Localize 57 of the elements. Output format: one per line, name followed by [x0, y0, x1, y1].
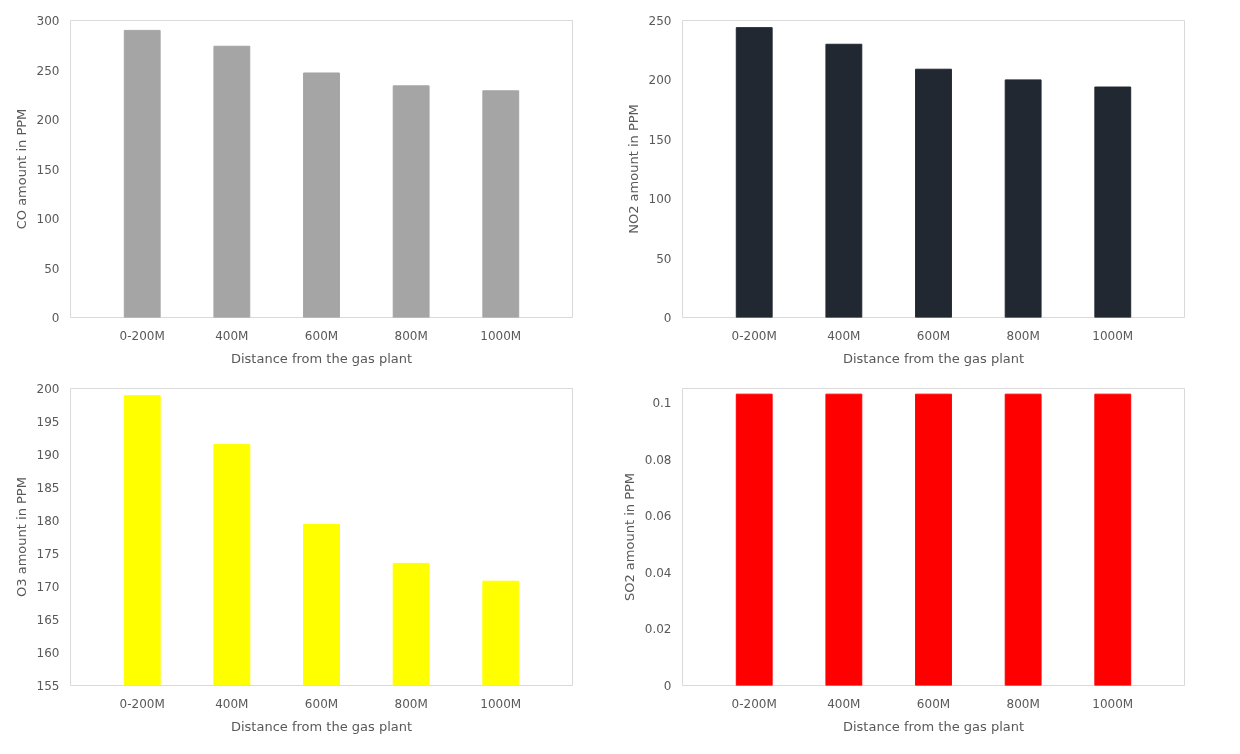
x-tick-label: 1000M	[1092, 328, 1134, 343]
x-axis-title: Distance from the gas plant	[842, 350, 1025, 366]
y-tick-label: 0.08	[644, 452, 672, 467]
x-tick-label: 400M	[215, 696, 249, 711]
y-tick-label: 195	[36, 415, 60, 429]
x-tick-label: 1000M	[480, 328, 522, 343]
x-tick-label: 800M	[1006, 328, 1040, 343]
y-tick-label: 180	[36, 514, 60, 528]
y-tick-label: 0.02	[644, 622, 672, 637]
x-tick-label: 1000M	[1092, 696, 1134, 711]
x-tick-label: 800M	[394, 696, 428, 711]
y-tick-label: 0.04	[644, 565, 672, 580]
x-tick-label: 400M	[215, 328, 249, 343]
y-tick-label: 165	[36, 613, 60, 627]
y-axis-title: CO amount in PPM	[13, 108, 29, 230]
y-tick-label: 150	[36, 162, 60, 177]
y-tick-label: 150	[648, 132, 672, 147]
x-tick-label: 0-200M	[731, 328, 777, 343]
x-axis-title: Distance from the gas plant	[230, 350, 413, 366]
x-axis-title: Distance from the gas plant	[842, 718, 1025, 734]
y-tick-label: 0.1	[652, 396, 672, 411]
y-tick-label: 100	[648, 192, 672, 207]
x-tick-label: 0-200M	[119, 328, 165, 343]
x-tick-label: 800M	[1006, 696, 1040, 711]
x-tick-label: 600M	[916, 696, 951, 711]
y-tick-label: 200	[36, 382, 60, 396]
y-tick-label: 50	[44, 261, 60, 276]
y-tick-label: 185	[36, 481, 60, 495]
y-tick-label: 160	[36, 646, 60, 660]
x-tick-label: 600M	[916, 328, 951, 343]
y-tick-label: 0	[51, 311, 60, 325]
x-axis-title: Distance from the gas plant	[230, 718, 413, 734]
y-tick-label: 200	[648, 73, 672, 88]
y-tick-label: 100	[36, 212, 60, 226]
y-tick-label: 0	[663, 311, 672, 325]
y-tick-label: 0.06	[644, 509, 672, 524]
y-tick-label: 155	[36, 679, 60, 693]
y-tick-label: 0	[663, 679, 672, 693]
x-tick-label: 400M	[827, 696, 861, 711]
y-axis-title: NO2 amount in PPM	[625, 104, 641, 234]
y-tick-label: 300	[36, 14, 60, 28]
x-tick-label: 1000M	[480, 696, 522, 711]
y-tick-label: 250	[648, 14, 672, 28]
x-tick-label: 800M	[394, 328, 428, 343]
x-tick-label: 0-200M	[731, 696, 777, 711]
y-axis-title: SO2 amount in PPM	[621, 472, 637, 602]
y-tick-label: 175	[36, 547, 60, 561]
y-tick-label: 250	[36, 63, 60, 78]
x-tick-label: 400M	[827, 328, 861, 343]
y-tick-label: 200	[36, 113, 60, 127]
y-axis-title: O3 amount in PPM	[13, 477, 29, 597]
x-tick-label: 0-200M	[119, 696, 165, 711]
y-tick-label: 170	[36, 580, 60, 594]
y-tick-label: 190	[36, 448, 60, 462]
y-tick-label: 50	[656, 251, 672, 266]
x-tick-label: 600M	[304, 328, 339, 343]
x-tick-label: 600M	[304, 696, 339, 711]
